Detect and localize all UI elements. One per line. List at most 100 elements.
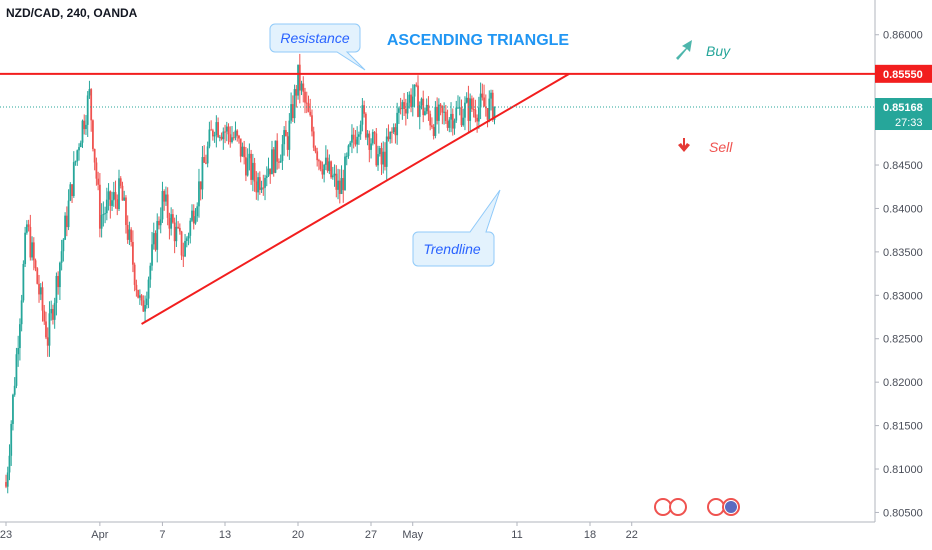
candle-body xyxy=(364,113,367,138)
y-tick-label: 0.80500 xyxy=(883,507,923,519)
candle-body xyxy=(323,164,326,175)
candle-body xyxy=(351,134,353,143)
candle-body xyxy=(439,104,442,107)
candle-body xyxy=(31,242,33,258)
candle-body xyxy=(361,105,364,125)
candle-body xyxy=(130,229,133,242)
candle-body xyxy=(152,233,155,245)
candle-body xyxy=(304,91,306,103)
candle-body xyxy=(52,308,54,320)
sell-label: Sell xyxy=(709,139,733,155)
candle-body xyxy=(149,265,152,280)
candle-body xyxy=(86,95,89,125)
candle-body xyxy=(490,92,492,99)
candle-body xyxy=(27,224,30,227)
candle-body xyxy=(307,103,310,112)
candle-body xyxy=(62,239,65,252)
trendline[interactable] xyxy=(141,72,570,325)
candle-body xyxy=(279,160,282,163)
candle-body xyxy=(248,153,251,159)
candle-body xyxy=(295,89,298,96)
candle-body xyxy=(479,93,482,108)
candle-body xyxy=(441,106,444,113)
candle-body xyxy=(6,472,9,487)
candle-body xyxy=(140,295,143,301)
event-flag-icon[interactable] xyxy=(669,498,687,516)
price-axis[interactable] xyxy=(875,0,932,550)
event-flags[interactable] xyxy=(654,498,740,516)
candle-body xyxy=(493,106,496,120)
resistance-price-text: 0.85550 xyxy=(883,69,923,81)
flag-icon xyxy=(725,501,737,513)
candle-body xyxy=(171,214,174,223)
candle-body xyxy=(418,105,421,117)
candle-body xyxy=(450,113,452,120)
candle-body xyxy=(234,130,237,138)
candle-body xyxy=(276,140,279,162)
y-tick-label: 0.83500 xyxy=(883,247,923,259)
buy-annotation[interactable]: Buy xyxy=(676,40,731,60)
candle-body xyxy=(326,157,329,171)
candle-body xyxy=(104,213,106,215)
candle-body xyxy=(300,83,303,91)
event-flag-icon[interactable] xyxy=(654,498,672,516)
candle-body xyxy=(15,354,18,386)
candle-body xyxy=(283,130,286,145)
candle-body xyxy=(156,221,159,250)
candle-body xyxy=(483,97,485,107)
candle-body xyxy=(241,146,244,157)
candle-body xyxy=(264,177,266,188)
candle-body xyxy=(293,89,296,119)
candle-body xyxy=(128,229,131,240)
y-tick-label: 0.84000 xyxy=(883,203,923,215)
sell-annotation[interactable]: Sell xyxy=(678,138,733,155)
candle-body xyxy=(258,177,261,190)
candle-body xyxy=(185,238,188,242)
candle-body xyxy=(231,137,233,143)
y-tick-label: 0.86000 xyxy=(883,30,923,42)
candle-body xyxy=(48,313,51,346)
candle-body xyxy=(205,162,207,164)
candle-body xyxy=(177,226,180,228)
candle-body xyxy=(220,136,223,140)
candle-body xyxy=(284,130,287,137)
candle-body xyxy=(142,300,145,312)
candle-body xyxy=(203,157,206,163)
candle-body xyxy=(199,181,202,190)
resistance-price-tag xyxy=(875,64,932,83)
event-flag-icon[interactable] xyxy=(707,498,725,516)
candle-body xyxy=(100,214,103,229)
candle-body xyxy=(391,131,393,133)
candle-body xyxy=(182,255,185,257)
candle-body xyxy=(316,151,319,161)
candle-body xyxy=(154,233,157,250)
candle-body xyxy=(382,151,385,165)
candle-body xyxy=(352,134,355,140)
candle-body xyxy=(403,102,406,110)
candle-body xyxy=(394,127,397,136)
candle-body xyxy=(211,130,214,137)
candle-body xyxy=(399,108,402,110)
candle-body xyxy=(451,113,454,129)
candle-body xyxy=(109,191,112,206)
candle-body xyxy=(97,178,100,185)
candle-body xyxy=(12,394,14,424)
candle-body xyxy=(448,119,451,128)
candle-body xyxy=(163,191,166,202)
candle-body xyxy=(151,244,153,266)
candle-body xyxy=(229,134,232,143)
candle-body xyxy=(380,148,383,165)
x-tick-label: 13 xyxy=(219,529,231,541)
candle-body xyxy=(432,126,435,136)
candle-body xyxy=(437,104,440,121)
candle-body xyxy=(72,162,75,196)
trendline-callout[interactable]: Trendline xyxy=(412,189,501,267)
candle-body xyxy=(95,162,98,179)
candle-body xyxy=(191,210,193,221)
candle-body xyxy=(224,131,226,133)
candle-body xyxy=(397,108,400,113)
candle-body xyxy=(102,214,105,216)
candle-body xyxy=(330,161,332,178)
resistance-callout[interactable]: Resistance xyxy=(269,23,366,71)
